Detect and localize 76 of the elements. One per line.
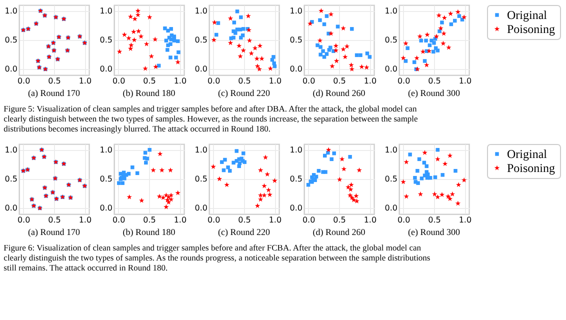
text: (d) Round 260 bbox=[312, 227, 366, 237]
x-tick-label: 1.0 bbox=[268, 76, 282, 86]
y-tick-label: 1.0 bbox=[290, 145, 302, 154]
legend-label: Original bbox=[507, 8, 548, 22]
y-tick-label: 0.5 bbox=[100, 36, 112, 44]
x-tick-label: 1.0 bbox=[364, 76, 377, 86]
y-tick-label: 1.0 bbox=[4, 6, 18, 16]
y-tick-label: 0.0 bbox=[100, 64, 112, 74]
x-tick-label: 0.0 bbox=[207, 216, 220, 224]
text: (c) Round 220 bbox=[218, 88, 270, 98]
x-tick-label: 0.5 bbox=[428, 216, 441, 224]
x-tick-label: 1.0 bbox=[458, 216, 472, 224]
x-tick-label: 1.0 bbox=[458, 76, 472, 86]
x-tick-label: 1.0 bbox=[174, 216, 187, 224]
y-tick-label: 0.0 bbox=[290, 64, 302, 74]
x-tick-label: 0.5 bbox=[333, 216, 346, 224]
text: (e) Round 300 bbox=[408, 227, 460, 237]
y-tick-label: 0.0 bbox=[100, 204, 112, 213]
x-tick-label: 1.0 bbox=[268, 216, 282, 224]
caption: Figure 6: Visualization of clean samples and trigger samples before and after FCBA. After the attack, the global model can clearly distinguish the two types of samples. As the rounds progress, a noticeable separation between the sample distributions still remains. The attack occurred in Round 180. bbox=[4, 242, 430, 273]
x-tick-label: 0.0 bbox=[302, 216, 316, 224]
x-tick-label: 1.0 bbox=[78, 76, 92, 86]
y-tick-label: 0.0 bbox=[4, 204, 18, 213]
x-tick-label: 0.0 bbox=[397, 216, 410, 224]
legend-label: Original bbox=[507, 147, 548, 161]
y-tick-label: 0.0 bbox=[194, 64, 208, 74]
caption: Figure 5: Visualization of clean samples and trigger samples before and after DBA. After the attack, the global model can clearly distinguish between the two types of samples. However, as the rounds increase, the separation between the sample distributions becomes increasingly blurred. The attack occurred in Round 180. bbox=[4, 104, 418, 134]
y-tick-label: 1.0 bbox=[100, 145, 112, 154]
text: (c) Round 220 bbox=[218, 227, 270, 237]
text: (e) Round 300 bbox=[408, 88, 460, 98]
x-tick-label: 0.0 bbox=[17, 216, 30, 224]
y-tick-label: 0.0 bbox=[384, 204, 398, 213]
x-tick-label: 0.5 bbox=[143, 216, 156, 224]
text: (a) Round 170 bbox=[28, 88, 80, 98]
x-tick-label: 0.5 bbox=[238, 76, 251, 86]
y-tick-label: 1.0 bbox=[100, 6, 112, 16]
y-tick-label: 0.0 bbox=[384, 64, 398, 74]
x-tick-label: 0.5 bbox=[143, 76, 156, 86]
x-tick-label: 0.5 bbox=[48, 216, 61, 224]
x-tick-label: 0.0 bbox=[397, 76, 410, 86]
y-tick-label: 0.0 bbox=[194, 204, 208, 213]
y-tick-label: 0.5 bbox=[4, 36, 18, 44]
y-tick-label: 0.0 bbox=[4, 64, 18, 74]
legend-label: Poisoning bbox=[507, 22, 556, 36]
y-tick-label: 1.0 bbox=[384, 6, 398, 16]
x-tick-label: 0.0 bbox=[112, 76, 126, 86]
y-tick-label: 0.5 bbox=[194, 36, 208, 44]
y-tick-label: 1.0 bbox=[290, 6, 302, 16]
text: (b) Round 180 bbox=[122, 88, 176, 98]
legend-label: Poisoning bbox=[507, 161, 556, 175]
y-tick-label: 1.0 bbox=[4, 145, 18, 154]
y-tick-label: 0.5 bbox=[194, 174, 208, 184]
y-tick-label: 0.5 bbox=[290, 36, 302, 44]
y-tick-label: 1.0 bbox=[194, 6, 208, 16]
y-tick-label: 1.0 bbox=[384, 145, 398, 154]
y-tick-label: 0.5 bbox=[290, 174, 302, 184]
y-tick-label: 0.5 bbox=[100, 174, 112, 184]
x-tick-label: 0.5 bbox=[48, 76, 61, 86]
x-tick-label: 0.5 bbox=[428, 76, 441, 86]
x-tick-label: 0.5 bbox=[238, 216, 251, 224]
text: (a) Round 170 bbox=[28, 227, 80, 237]
x-tick-label: 0.0 bbox=[112, 216, 126, 224]
x-tick-label: 0.0 bbox=[207, 76, 220, 86]
y-tick-label: 0.5 bbox=[384, 174, 398, 184]
y-tick-label: 1.0 bbox=[194, 145, 208, 154]
y-tick-label: 0.0 bbox=[290, 204, 302, 213]
x-tick-label: 1.0 bbox=[78, 216, 92, 224]
text: (b) Round 180 bbox=[122, 227, 176, 237]
y-tick-label: 0.5 bbox=[384, 36, 398, 44]
x-tick-label: 0.0 bbox=[17, 76, 30, 86]
text: (d) Round 260 bbox=[312, 88, 366, 98]
y-tick-label: 0.5 bbox=[4, 174, 18, 184]
x-tick-label: 0.0 bbox=[302, 76, 316, 86]
x-tick-label: 1.0 bbox=[364, 216, 377, 224]
x-tick-label: 0.5 bbox=[333, 76, 346, 86]
x-tick-label: 1.0 bbox=[174, 76, 187, 86]
